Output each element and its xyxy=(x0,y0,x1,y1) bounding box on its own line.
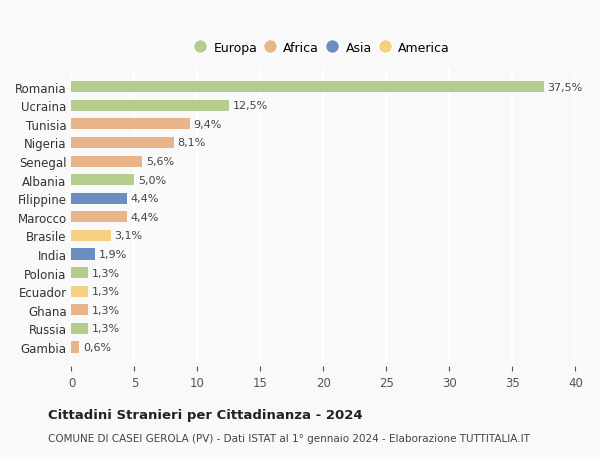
Text: 12,5%: 12,5% xyxy=(233,101,268,111)
Text: 1,3%: 1,3% xyxy=(92,305,120,315)
Bar xyxy=(71,304,88,316)
Text: 5,0%: 5,0% xyxy=(138,175,166,185)
Text: 4,4%: 4,4% xyxy=(131,194,159,204)
Text: COMUNE DI CASEI GEROLA (PV) - Dati ISTAT al 1° gennaio 2024 - Elaborazione TUTTI: COMUNE DI CASEI GEROLA (PV) - Dati ISTAT… xyxy=(48,433,530,442)
Bar xyxy=(71,138,173,149)
Text: 37,5%: 37,5% xyxy=(548,83,583,93)
Text: 1,3%: 1,3% xyxy=(92,324,120,334)
Bar xyxy=(71,286,88,297)
Bar xyxy=(71,82,544,93)
Bar xyxy=(71,268,88,279)
Text: 1,3%: 1,3% xyxy=(92,286,120,297)
Text: 4,4%: 4,4% xyxy=(131,213,159,222)
Text: 5,6%: 5,6% xyxy=(146,157,174,167)
Bar xyxy=(71,341,79,353)
Bar xyxy=(71,119,190,130)
Bar xyxy=(71,230,110,241)
Text: 9,4%: 9,4% xyxy=(194,120,222,129)
Bar xyxy=(71,156,142,167)
Text: 8,1%: 8,1% xyxy=(177,138,206,148)
Bar xyxy=(71,249,95,260)
Bar xyxy=(71,101,229,112)
Text: Cittadini Stranieri per Cittadinanza - 2024: Cittadini Stranieri per Cittadinanza - 2… xyxy=(48,408,362,421)
Bar xyxy=(71,175,134,186)
Text: 3,1%: 3,1% xyxy=(115,231,142,241)
Text: 0,6%: 0,6% xyxy=(83,342,111,352)
Text: 1,9%: 1,9% xyxy=(99,249,127,259)
Legend: Europa, Africa, Asia, America: Europa, Africa, Asia, America xyxy=(191,36,456,62)
Bar xyxy=(71,323,88,334)
Bar xyxy=(71,193,127,204)
Text: 1,3%: 1,3% xyxy=(92,268,120,278)
Bar xyxy=(71,212,127,223)
